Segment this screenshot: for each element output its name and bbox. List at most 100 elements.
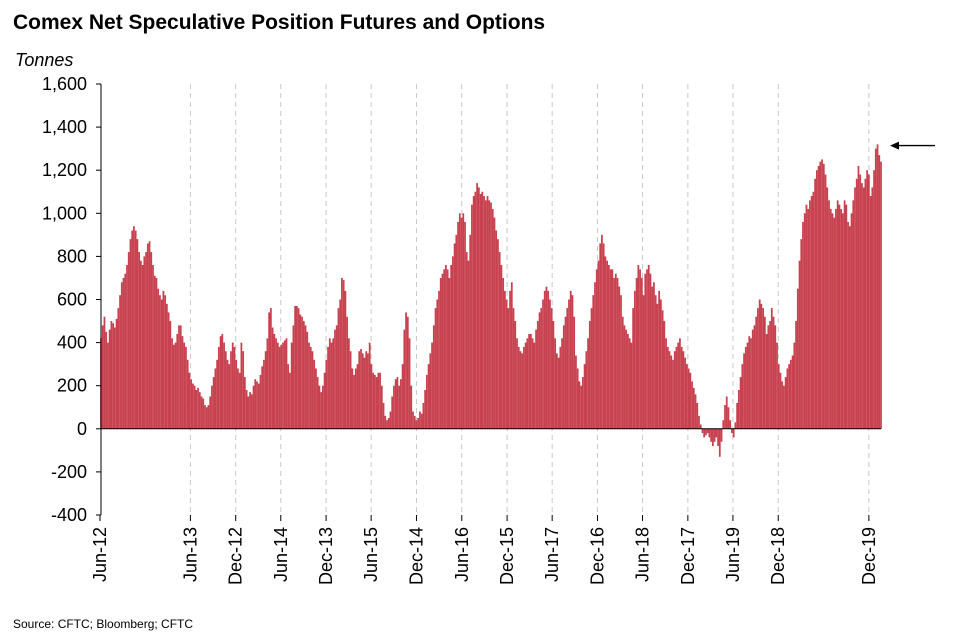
bar xyxy=(257,383,260,429)
bar xyxy=(113,327,116,429)
bar xyxy=(750,338,752,429)
bar xyxy=(562,325,565,429)
bar xyxy=(224,351,227,429)
bar xyxy=(368,342,371,429)
bars xyxy=(100,144,882,457)
bar xyxy=(692,387,695,429)
bar xyxy=(613,277,615,429)
bar xyxy=(401,364,404,429)
bar xyxy=(642,295,645,429)
bar xyxy=(838,204,841,429)
bar xyxy=(365,351,368,429)
bar xyxy=(783,385,785,429)
bar xyxy=(668,351,671,429)
bar xyxy=(252,385,255,429)
bar xyxy=(673,351,676,429)
bar xyxy=(866,170,869,429)
bar xyxy=(405,312,407,429)
bar xyxy=(588,321,591,429)
bar xyxy=(755,316,758,429)
bar xyxy=(569,290,572,429)
bar xyxy=(746,342,749,429)
bar xyxy=(223,342,225,429)
bar xyxy=(243,377,246,429)
bar xyxy=(729,420,732,429)
bar xyxy=(705,428,707,436)
bar xyxy=(259,374,262,429)
bar xyxy=(536,321,539,429)
bar xyxy=(814,178,817,429)
bar xyxy=(880,161,882,429)
bar xyxy=(679,338,681,429)
bar xyxy=(810,196,813,429)
bar xyxy=(115,318,118,429)
bar xyxy=(722,420,725,429)
bar xyxy=(263,359,265,429)
bar xyxy=(833,217,836,429)
bar xyxy=(335,325,338,429)
bar xyxy=(117,308,120,429)
bar xyxy=(136,239,139,429)
bar xyxy=(254,379,257,429)
bar xyxy=(689,372,692,429)
bar xyxy=(302,321,305,429)
bar xyxy=(261,366,264,429)
bar xyxy=(555,353,558,429)
bar xyxy=(301,316,303,429)
x-tick-label: Jun-15 xyxy=(361,527,381,582)
bar xyxy=(601,234,603,429)
bar xyxy=(685,364,688,429)
bar xyxy=(160,299,163,429)
bar xyxy=(380,385,383,429)
bar xyxy=(507,308,510,429)
bar xyxy=(646,269,648,429)
bar xyxy=(289,372,291,429)
bar xyxy=(864,178,867,429)
bar xyxy=(181,336,184,429)
bar xyxy=(609,269,612,429)
bar xyxy=(179,325,182,429)
bar xyxy=(110,321,113,429)
bar xyxy=(847,221,849,429)
bar xyxy=(467,260,470,429)
x-tick-label: Dec-15 xyxy=(497,527,517,585)
x-tick-label: Dec-19 xyxy=(859,527,879,585)
bar xyxy=(124,273,127,429)
bar xyxy=(197,387,199,429)
bar xyxy=(495,230,498,429)
bar xyxy=(862,187,865,429)
bar xyxy=(840,208,843,429)
bar xyxy=(354,368,357,429)
bar xyxy=(207,405,210,429)
bar xyxy=(531,338,534,429)
bar xyxy=(294,305,297,429)
bar xyxy=(855,178,858,429)
bar xyxy=(528,333,531,429)
bar xyxy=(445,265,447,429)
bar xyxy=(370,364,373,429)
bar xyxy=(367,353,369,429)
bar xyxy=(717,428,719,447)
bar xyxy=(786,368,789,429)
bar xyxy=(590,308,593,429)
bar xyxy=(349,351,352,429)
bar xyxy=(788,364,791,429)
bar xyxy=(554,338,557,429)
bar xyxy=(772,316,775,429)
y-axis-unit-label: Tonnes xyxy=(15,50,74,70)
bar xyxy=(209,396,212,429)
bar xyxy=(852,200,855,429)
bar xyxy=(185,346,187,429)
bar xyxy=(332,338,335,429)
bar xyxy=(512,308,515,429)
bar xyxy=(282,342,284,429)
bar xyxy=(498,252,501,429)
bar xyxy=(186,359,189,429)
bar xyxy=(493,217,496,429)
bar xyxy=(850,213,853,429)
bar xyxy=(524,342,527,429)
bar xyxy=(431,342,433,429)
bar xyxy=(358,351,361,429)
bar xyxy=(777,364,780,429)
bar xyxy=(549,299,551,429)
